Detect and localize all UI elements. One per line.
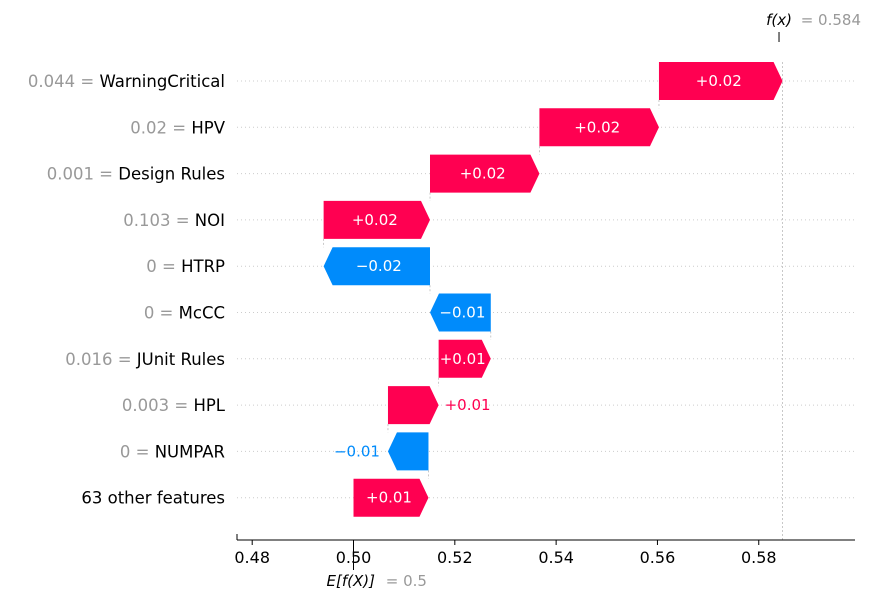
annotations-layer: f(x) = 0.584 E[f(X)] = 0.5 <box>327 11 861 590</box>
feature-name-text: JUnit Rules <box>136 350 225 369</box>
feature-name-text: NUMPAR <box>155 442 225 461</box>
feature-labels: 0.044 = WarningCritical 0.02 = HPV 0.001 =… <box>28 72 226 508</box>
feature-value-text: 0.103 = <box>123 211 195 230</box>
bar-value-label: +0.01 <box>440 350 486 368</box>
feature-value-text: 0.044 = <box>28 72 100 91</box>
connector-lines <box>323 62 783 540</box>
feature-label: 0 = NUMPAR <box>120 442 225 461</box>
bars-layer: +0.02 +0.02 +0.02 +0.02 −0.02 −0.01 +0.01 +0.01… <box>323 62 783 517</box>
x-tick-label: 0.58 <box>741 548 777 567</box>
bar-value-label: +0.01 <box>366 489 412 507</box>
base-value-label: E[f(X)] = 0.5 <box>327 572 427 590</box>
feature-label: 0.003 = HPL <box>122 396 226 415</box>
feature-value-text: 0.001 = <box>47 165 119 184</box>
bar-value-label: +0.02 <box>696 72 742 90</box>
x-axis: 0.48 0.50 0.52 0.54 0.56 0.58 <box>234 534 855 570</box>
feature-name-text: WarningCritical <box>99 72 225 91</box>
feature-value-text: 0 = <box>144 304 179 323</box>
bar-hpl <box>387 386 439 425</box>
feature-name-text: NOI <box>195 211 225 230</box>
base-value-text: = 0.5 <box>386 572 427 590</box>
feature-name-text: Design Rules <box>118 165 225 184</box>
feature-label: 0.001 = Design Rules <box>47 165 225 184</box>
bar-noi <box>323 200 430 239</box>
x-tick-label: 0.54 <box>538 548 574 567</box>
feature-label: 0.044 = WarningCritical <box>28 72 225 91</box>
output-label-text: f(x) <box>766 11 792 29</box>
feature-name-text: 63 other features <box>81 489 225 508</box>
bar-mccc <box>429 293 491 332</box>
bar-value-label: −0.01 <box>439 304 485 322</box>
bar-warningcritical <box>658 62 783 100</box>
bar-junit-rules <box>438 339 491 378</box>
base-label-text: E[f(X)] <box>327 572 376 590</box>
feature-value-text: 0.02 = <box>130 118 191 137</box>
bar-value-label: +0.02 <box>574 118 620 136</box>
bar-value-label: +0.01 <box>445 396 491 414</box>
bar-value-label: −0.02 <box>356 257 402 275</box>
feature-name-text: HTRP <box>181 257 225 276</box>
bar-htrp <box>323 247 430 286</box>
feature-name-text: HPL <box>193 396 225 415</box>
feature-value-text: 0 = <box>120 442 155 461</box>
feature-label: 0.02 = HPV <box>130 118 225 137</box>
bar-value-label: −0.01 <box>334 442 380 460</box>
x-tick-label: 0.56 <box>640 548 676 567</box>
bar-hpv <box>539 108 659 147</box>
output-value-text: = 0.584 <box>801 11 861 29</box>
feature-value-text: 0.003 = <box>122 396 194 415</box>
bar-design-rules <box>429 154 540 193</box>
x-tick-label: 0.48 <box>234 548 270 567</box>
feature-label: 63 other features <box>81 489 225 508</box>
bar-value-label: +0.02 <box>352 211 398 229</box>
feature-value-text: 0.016 = <box>65 350 137 369</box>
feature-value-text: 0 = <box>146 257 181 276</box>
bar-numpar <box>387 432 429 471</box>
feature-name-text: HPV <box>191 118 225 137</box>
output-value-label: f(x) = 0.584 <box>766 11 861 29</box>
feature-name-text: McCC <box>179 304 225 323</box>
feature-label: 0.103 = NOI <box>123 211 225 230</box>
bar-63-other-features <box>353 478 429 517</box>
feature-label: 0.016 = JUnit Rules <box>65 350 225 369</box>
feature-label: 0 = McCC <box>144 304 225 323</box>
feature-label: 0 = HTRP <box>146 257 225 276</box>
x-tick-label: 0.52 <box>437 548 473 567</box>
bar-value-label: +0.02 <box>460 165 506 183</box>
